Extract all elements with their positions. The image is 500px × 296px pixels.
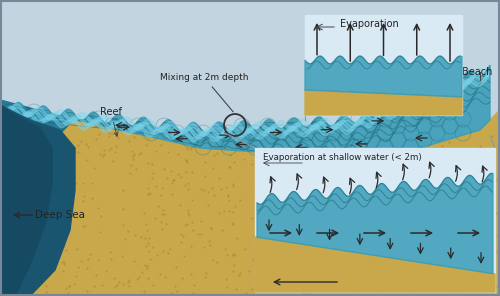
- Text: Evaporation at shallow water (< 2m): Evaporation at shallow water (< 2m): [263, 153, 422, 162]
- Text: Beach: Beach: [462, 67, 492, 77]
- Bar: [255, 148, 495, 292]
- Polygon shape: [305, 56, 462, 97]
- Polygon shape: [255, 237, 495, 292]
- Text: Density Current: Density Current: [315, 163, 386, 173]
- Polygon shape: [0, 100, 75, 296]
- Text: Deep Sea: Deep Sea: [35, 210, 85, 220]
- Polygon shape: [257, 173, 493, 274]
- Text: Evaporation: Evaporation: [340, 19, 399, 29]
- Text: Reef: Reef: [100, 107, 122, 136]
- Polygon shape: [0, 0, 125, 296]
- Polygon shape: [0, 110, 500, 296]
- Polygon shape: [0, 65, 490, 155]
- Text: Mixing at 2m depth: Mixing at 2m depth: [160, 73, 248, 112]
- Bar: [305, 15, 462, 115]
- Polygon shape: [0, 100, 52, 296]
- Polygon shape: [305, 90, 462, 115]
- Polygon shape: [0, 0, 100, 296]
